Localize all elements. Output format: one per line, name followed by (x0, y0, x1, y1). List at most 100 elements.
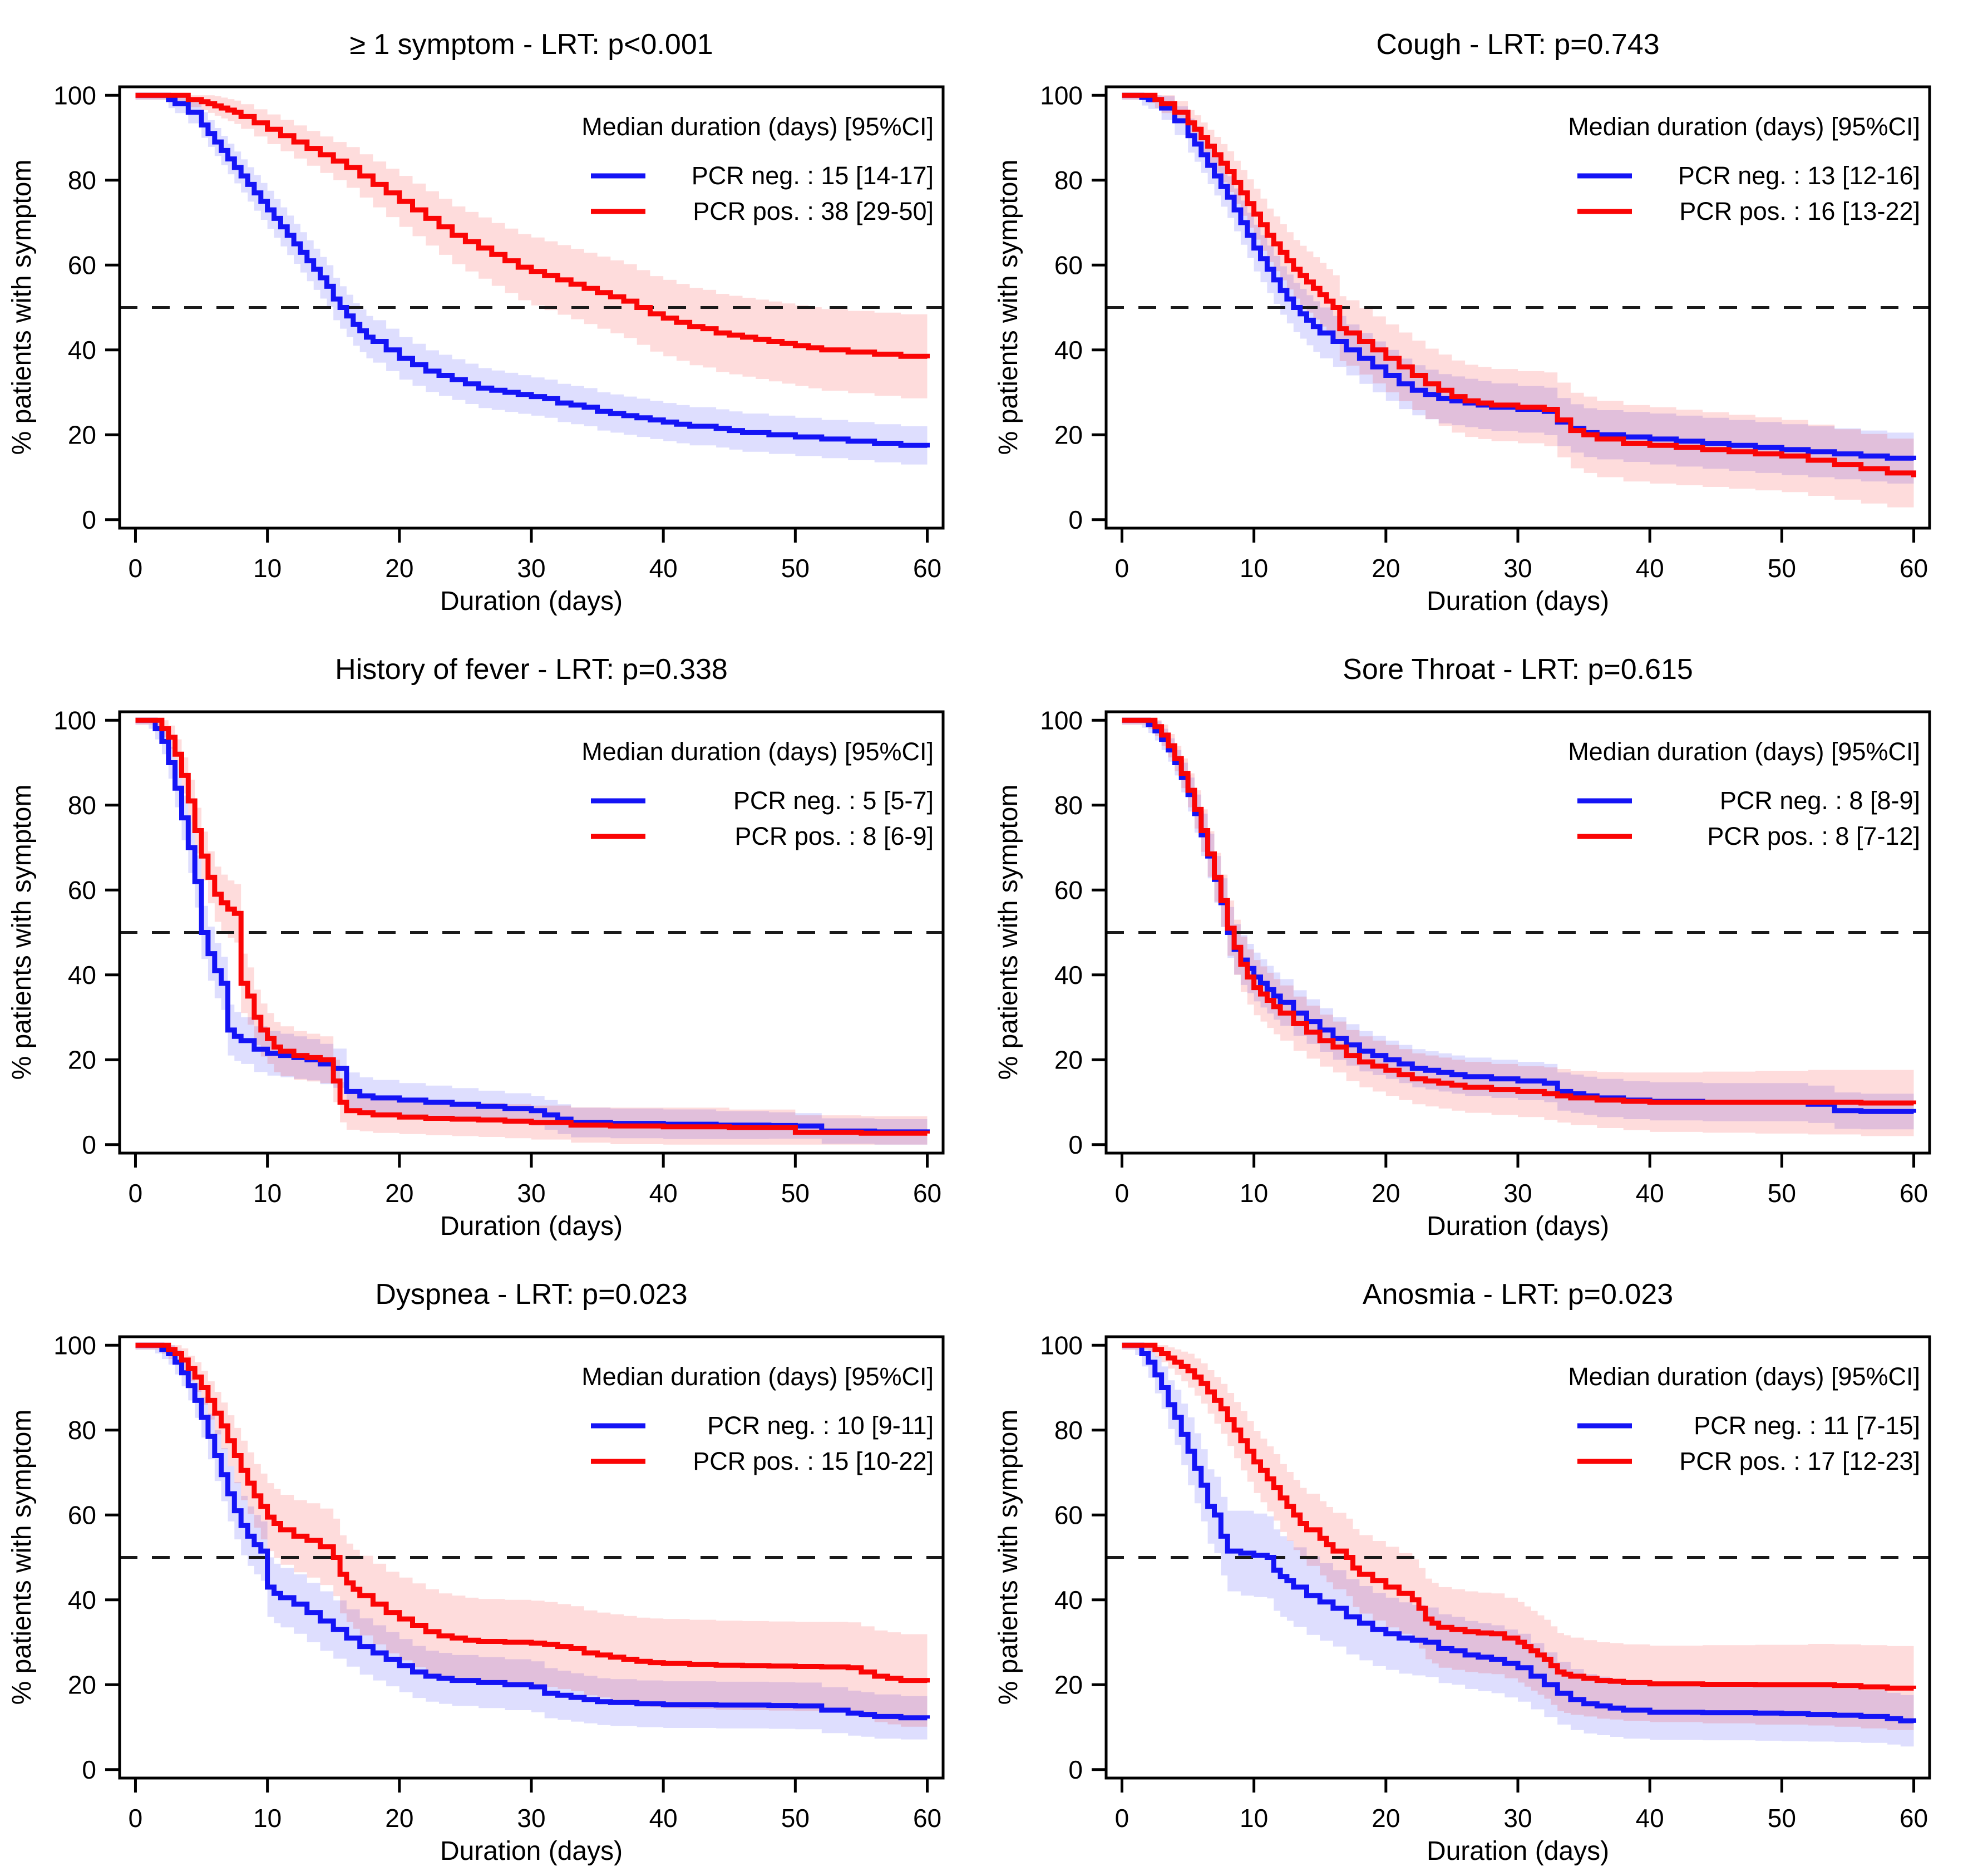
legend-label-pos: PCR pos. : 8 [7-12] (1707, 822, 1920, 850)
x-axis-label: Duration (days) (440, 1212, 623, 1241)
legend-label-neg: PCR neg. : 10 [9-11] (707, 1411, 934, 1440)
legend-label-neg: PCR neg. : 8 [8-9] (1720, 786, 1920, 815)
y-tick-label: 40 (1054, 961, 1083, 989)
x-tick-label: 0 (129, 1179, 143, 1208)
km-plot: Cough - LRT: p=0.743 0 10 20 30 40 50 60 0 20 40 6… (994, 28, 1931, 616)
panel-title: Anosmia - LRT: p=0.023 (1363, 1278, 1673, 1311)
x-tick-label: 0 (129, 554, 143, 583)
y-tick-label: 0 (1068, 1130, 1083, 1159)
x-tick-label: 60 (1900, 1804, 1928, 1833)
y-tick-label: 0 (82, 505, 96, 534)
y-tick-label: 60 (68, 1500, 96, 1529)
y-tick-label: 80 (1054, 791, 1083, 820)
x-axis-label: Duration (days) (440, 587, 623, 616)
legend-label-pos: PCR pos. : 15 [10-22] (693, 1447, 934, 1475)
x-tick-label: 20 (1372, 1804, 1400, 1833)
y-axis-label: % patients with symptom (7, 785, 37, 1080)
km-curve-neg (1122, 1342, 1916, 1724)
x-tick-label: 40 (649, 1804, 678, 1833)
plot-area: 0 10 20 30 40 50 60 0 20 40 60 80 100 Median duration… (53, 1331, 945, 1833)
legend-label-neg: PCR neg. : 5 [5-7] (733, 786, 934, 815)
legend-label-pos: PCR pos. : 16 [13-22] (1679, 197, 1920, 225)
y-tick-label: 100 (1040, 81, 1083, 110)
plot-area: 0 10 20 30 40 50 60 0 20 40 60 80 100 Median duration… (1040, 1331, 1931, 1833)
x-tick-label: 60 (913, 1804, 941, 1833)
legend-title: Median duration (days) [95%CI] (1568, 1362, 1920, 1391)
y-tick-label: 80 (68, 1416, 96, 1445)
x-tick-label: 20 (385, 1804, 413, 1833)
y-tick-label: 20 (68, 1670, 96, 1699)
y-axis-label: % patients with symptom (994, 785, 1023, 1080)
panel-title: History of fever - LRT: p=0.338 (335, 653, 728, 686)
panel-title: Cough - LRT: p=0.743 (1376, 28, 1659, 61)
x-tick-label: 30 (1503, 1179, 1532, 1208)
y-tick-label: 60 (68, 250, 96, 279)
x-tick-label: 40 (1636, 1804, 1664, 1833)
y-tick-label: 0 (82, 1130, 96, 1159)
x-tick-label: 30 (517, 1804, 545, 1833)
x-tick-label: 50 (781, 1804, 810, 1833)
x-tick-label: 20 (385, 554, 413, 583)
x-tick-label: 0 (1115, 554, 1129, 583)
y-axis-label: % patients with symptom (7, 160, 37, 455)
km-plot: Anosmia - LRT: p=0.023 0 10 20 30 40 50 60 0 20 4… (994, 1278, 1931, 1866)
y-tick-label: 100 (53, 1331, 96, 1360)
km-curve-neg (1122, 717, 1916, 1114)
y-tick-label: 100 (1040, 706, 1083, 735)
y-tick-label: 20 (68, 1045, 96, 1074)
y-tick-label: 40 (68, 1586, 96, 1614)
y-tick-label: 40 (68, 961, 96, 989)
y-tick-label: 20 (1054, 1045, 1083, 1074)
x-tick-label: 30 (1503, 554, 1532, 583)
km-curve-neg (135, 1342, 930, 1721)
legend-title: Median duration (days) [95%CI] (581, 1362, 934, 1391)
km-panel-sore-throat: Sore Throat - LRT: p=0.615 0 10 20 30 40 50 60… (986, 626, 1973, 1250)
x-tick-label: 50 (1768, 554, 1796, 583)
km-curve-neg (135, 92, 930, 448)
x-axis-label: Duration (days) (440, 1836, 623, 1866)
legend-title: Median duration (days) [95%CI] (1568, 112, 1920, 141)
y-tick-label: 60 (1054, 250, 1083, 279)
x-tick-label: 50 (781, 554, 810, 583)
km-curve-pos (1122, 92, 1916, 477)
y-tick-label: 100 (53, 81, 96, 110)
x-tick-label: 20 (1372, 1179, 1400, 1208)
km-curve-pos (135, 92, 930, 359)
x-tick-label: 20 (1372, 554, 1400, 583)
x-tick-label: 40 (1636, 554, 1664, 583)
x-tick-label: 0 (1115, 1179, 1129, 1208)
confidence-band-pos (135, 1345, 928, 1730)
y-tick-label: 80 (68, 791, 96, 820)
km-curve-pos (135, 1342, 930, 1683)
legend-label-neg: PCR neg. : 11 [7-15] (1694, 1411, 1920, 1440)
x-tick-label: 60 (1900, 554, 1928, 583)
km-curve-neg (135, 717, 930, 1135)
x-tick-label: 10 (1240, 1804, 1268, 1833)
y-tick-label: 0 (82, 1755, 96, 1784)
x-tick-label: 60 (1900, 1179, 1928, 1208)
km-panel-cough: Cough - LRT: p=0.743 0 10 20 30 40 50 60 0 20 40 6… (986, 1, 1973, 626)
y-tick-label: 60 (1054, 1500, 1083, 1529)
y-tick-label: 80 (1054, 166, 1083, 195)
y-tick-label: 60 (1054, 875, 1083, 904)
y-axis-label: % patients with symptom (7, 1410, 37, 1705)
y-tick-label: 40 (1054, 336, 1083, 365)
panel-title: Dyspnea - LRT: p=0.023 (375, 1278, 687, 1311)
y-axis-label: % patients with symptom (994, 160, 1023, 455)
x-tick-label: 0 (1115, 1804, 1129, 1833)
x-tick-label: 30 (1503, 1804, 1532, 1833)
plot-area: 0 10 20 30 40 50 60 0 20 40 60 80 100 Median duration… (1040, 706, 1931, 1208)
legend-label-pos: PCR pos. : 17 [12-23] (1679, 1447, 1920, 1475)
x-axis-label: Duration (days) (1427, 587, 1609, 616)
confidence-band-pos (135, 95, 928, 401)
legend-label-pos: PCR pos. : 38 [29-50] (693, 197, 934, 225)
x-tick-label: 30 (517, 554, 545, 583)
x-tick-label: 50 (781, 1179, 810, 1208)
confidence-band-neg (135, 1345, 928, 1740)
x-tick-label: 60 (913, 554, 941, 583)
x-tick-label: 10 (253, 1179, 282, 1208)
km-plot: Dyspnea - LRT: p=0.023 0 10 20 30 40 50 60 0 20 4… (7, 1278, 945, 1866)
plot-area: 0 10 20 30 40 50 60 0 20 40 60 80 100 Median duration… (1040, 81, 1931, 583)
km-plot: Sore Throat - LRT: p=0.615 0 10 20 30 40 50 60… (994, 653, 1931, 1241)
